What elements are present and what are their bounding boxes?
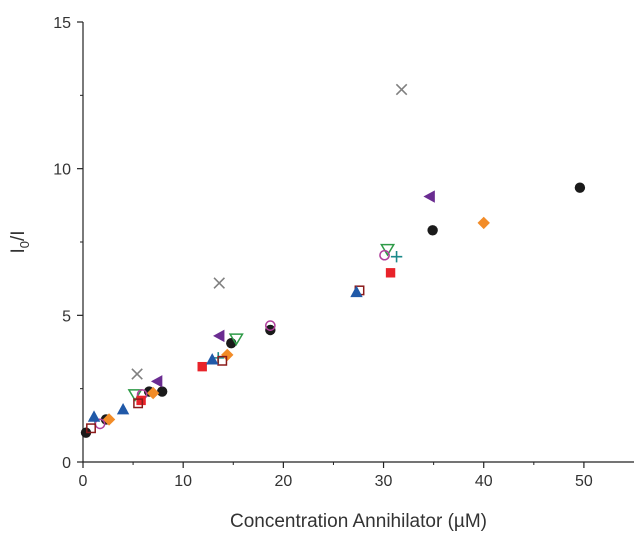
data-point [86, 423, 96, 434]
x-tick-label: 30 [375, 473, 393, 490]
y-tick-label: 15 [53, 15, 71, 32]
data-point [150, 375, 163, 388]
data-point [379, 249, 390, 261]
data-point [213, 277, 226, 289]
x-tick-label: 20 [274, 473, 292, 490]
y-axis-title-main: I [8, 248, 29, 253]
data-point [102, 413, 116, 426]
data-point [136, 395, 146, 406]
data-point [228, 333, 244, 346]
y-axis-title-subscript: 0 [17, 241, 32, 248]
data-point [156, 386, 168, 397]
x-tick-label: 10 [174, 473, 192, 490]
data-point [206, 353, 219, 365]
data-point [423, 190, 435, 203]
y-tick-label: 10 [53, 162, 71, 179]
data-point [116, 403, 130, 415]
data-point [264, 320, 276, 331]
data-point [380, 243, 396, 257]
data-point [133, 398, 144, 409]
data-point [197, 361, 207, 372]
data-point [221, 348, 234, 362]
x-tick-label: 0 [79, 473, 88, 490]
y-axis-title-tail: /I [8, 230, 29, 241]
data-point [350, 285, 363, 298]
y-axis-title: I0/I [8, 230, 32, 253]
data-point [213, 329, 225, 343]
data-point [574, 182, 586, 193]
x-tick-label: 40 [475, 473, 493, 490]
y-tick-label: 0 [62, 455, 71, 472]
data-point [390, 250, 403, 263]
data-points [80, 83, 586, 438]
x-tick-label: 50 [575, 473, 593, 490]
data-point [427, 225, 438, 236]
data-point [87, 410, 101, 422]
x-axis-title: Concentration Annihilator (µM) [230, 511, 487, 532]
data-point [131, 368, 143, 380]
axis-ticks: 0 10 20 30 40 50 0 5 10 15 [53, 15, 593, 490]
data-point [217, 355, 228, 366]
data-point [80, 427, 92, 438]
axes [82, 22, 634, 463]
data-point [385, 268, 396, 278]
y-tick-label: 5 [62, 308, 71, 325]
data-point [146, 386, 160, 400]
data-point [477, 216, 490, 230]
data-point [395, 83, 408, 96]
